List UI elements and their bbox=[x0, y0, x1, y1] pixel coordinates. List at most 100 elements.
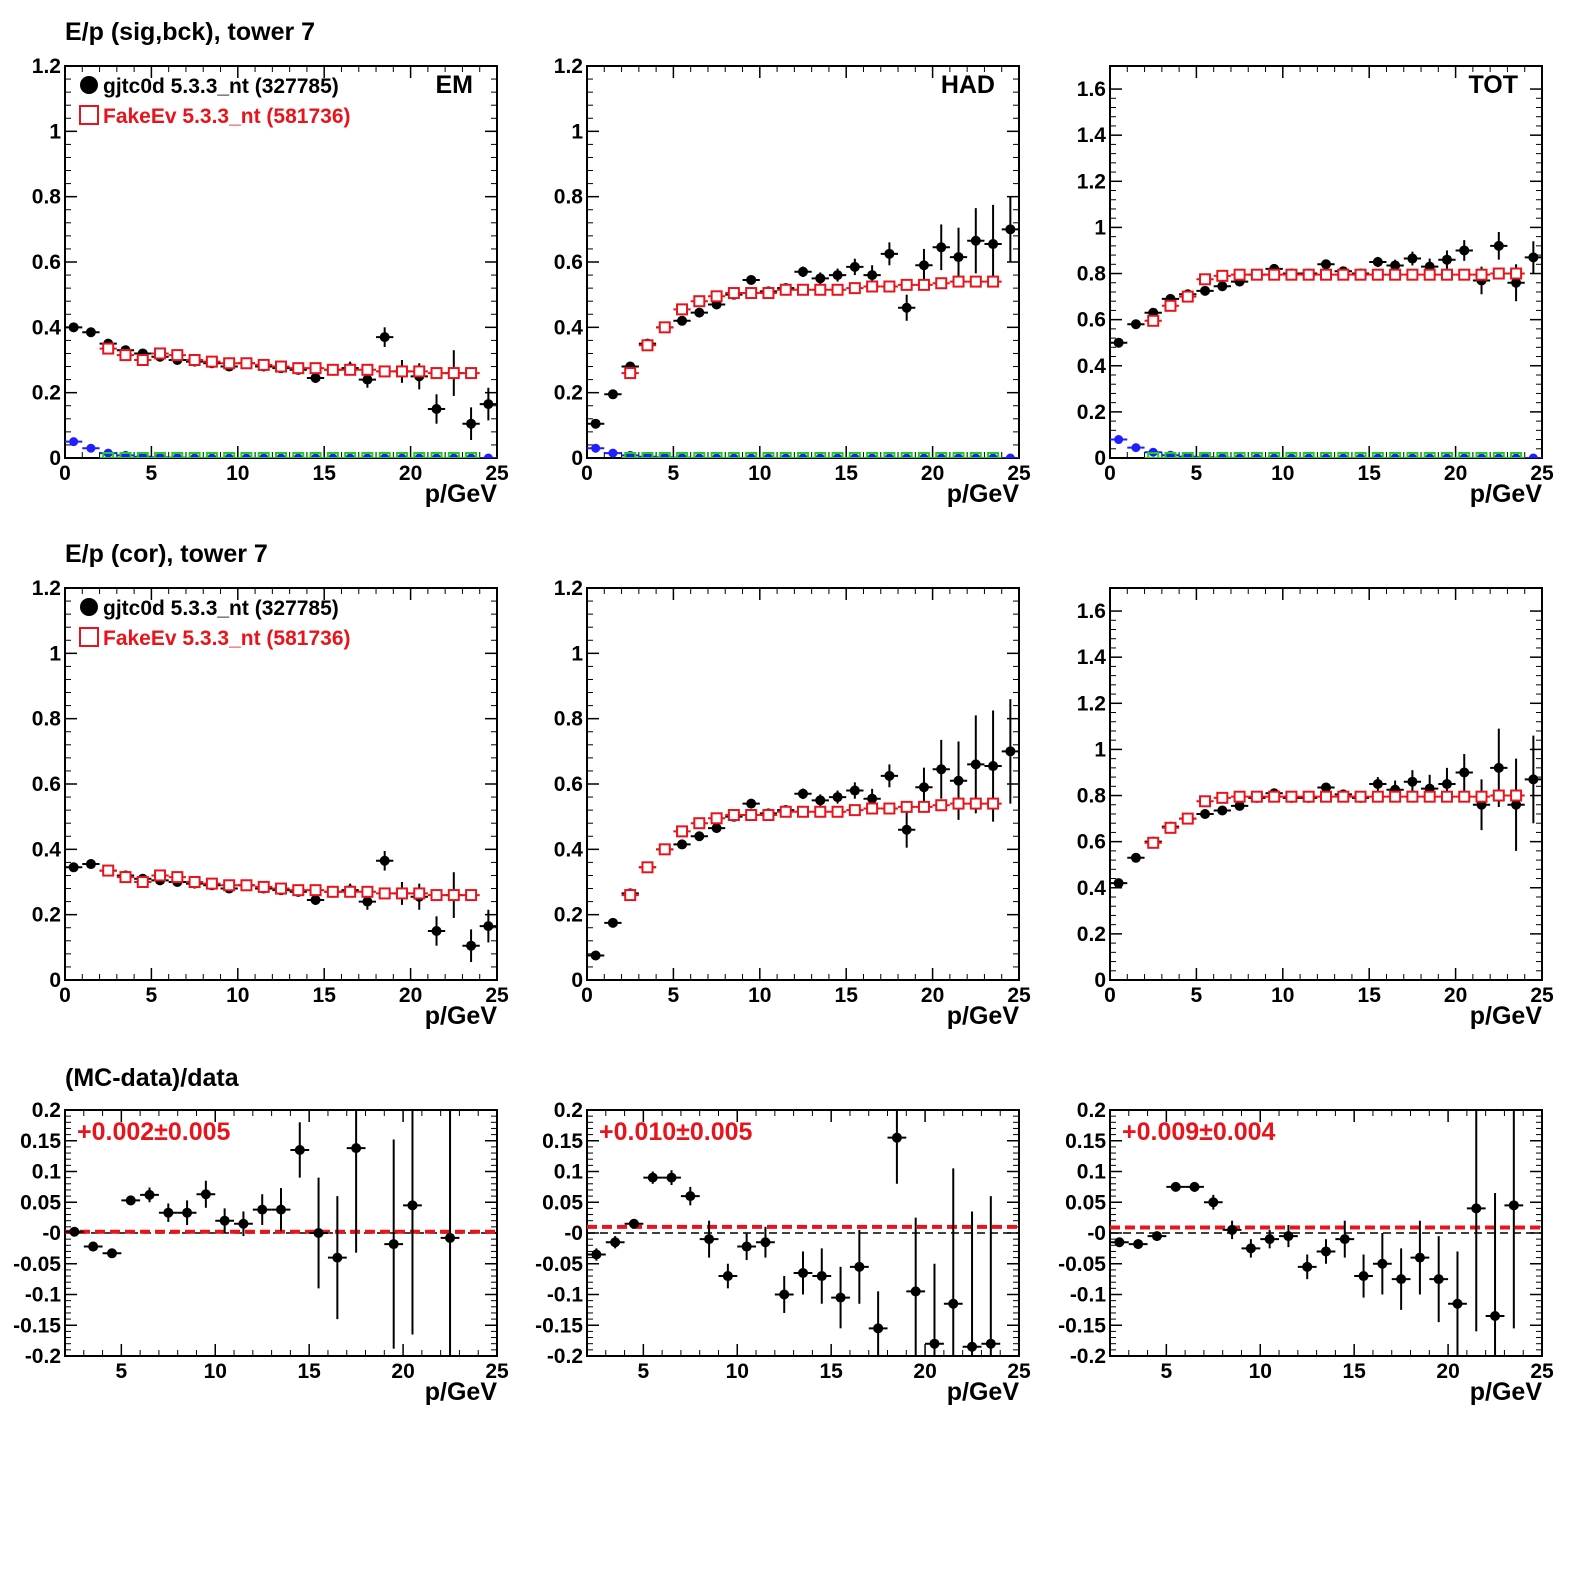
x-tick-label: 25 bbox=[1007, 462, 1031, 485]
x-tick-label: 0 bbox=[1104, 462, 1116, 485]
bck-mc-point bbox=[1371, 452, 1384, 458]
mc-point bbox=[1199, 273, 1212, 286]
mc-point bbox=[1475, 790, 1488, 803]
data-point bbox=[591, 1249, 602, 1260]
chart-panel-5: 0 5 10 15 20 25 0 0.2 0.4 0.6 0.8 1 1.2 1.4 1.6 p/GeV bbox=[1077, 587, 1554, 1030]
data-point bbox=[144, 1189, 155, 1200]
y-tick-label: 1.2 bbox=[32, 577, 61, 600]
mc-point bbox=[1510, 789, 1523, 802]
mc-point bbox=[1389, 790, 1402, 803]
mc-point bbox=[378, 887, 391, 900]
legend-data-label: gjtc0d 5.3.3_nt (327785) bbox=[103, 75, 339, 98]
data-point bbox=[362, 374, 373, 385]
data-point bbox=[760, 1237, 771, 1248]
mc-point bbox=[935, 799, 948, 812]
x-tick-label: 25 bbox=[1530, 462, 1554, 485]
mc-point bbox=[465, 889, 478, 902]
y-tick-label: 1.6 bbox=[1077, 78, 1106, 101]
x-axis-label: p/GeV bbox=[425, 1002, 498, 1030]
y-tick-label: 0.6 bbox=[32, 773, 61, 796]
mc-point bbox=[987, 797, 1000, 810]
mc-point bbox=[952, 797, 965, 810]
data-point bbox=[1490, 1311, 1501, 1322]
data-point bbox=[1005, 224, 1016, 235]
mc-point bbox=[952, 275, 965, 288]
x-tick-label: 10 bbox=[1249, 1360, 1272, 1383]
bck-mc-point bbox=[1147, 452, 1160, 458]
data-point bbox=[1114, 1237, 1125, 1248]
x-tick-label: 20 bbox=[921, 462, 944, 485]
y-tick-label: 0.2 bbox=[1077, 923, 1106, 946]
mc-point bbox=[1250, 790, 1263, 803]
mc-point bbox=[361, 885, 374, 898]
mc-point bbox=[1475, 268, 1488, 281]
y-tick-label: 0.1 bbox=[32, 1161, 62, 1184]
data-point bbox=[1151, 1231, 1162, 1242]
bck-mc-point bbox=[378, 452, 391, 458]
data-point bbox=[985, 1338, 996, 1349]
data-point bbox=[988, 239, 999, 250]
bck_data-point bbox=[397, 453, 407, 458]
bck_data-point bbox=[1269, 453, 1279, 458]
mc-point bbox=[1233, 268, 1246, 281]
data-point bbox=[1407, 776, 1418, 787]
bck_data-point bbox=[1321, 453, 1331, 458]
data-point bbox=[918, 782, 929, 793]
x-tick-label: 25 bbox=[485, 1360, 509, 1383]
x-tick-label: 5 bbox=[146, 462, 158, 485]
mc-point bbox=[223, 879, 236, 892]
y-tick-label: 0.1 bbox=[1077, 1161, 1107, 1184]
data-layer bbox=[587, 1110, 1001, 1356]
y-tick-label: 0.4 bbox=[1077, 877, 1107, 900]
mc-point bbox=[797, 805, 809, 818]
mc-point bbox=[969, 275, 982, 288]
bck_data-point bbox=[746, 453, 756, 458]
bck_data-point bbox=[483, 453, 493, 458]
mc-point bbox=[676, 825, 689, 838]
y-tick-label: 1.4 bbox=[1077, 124, 1107, 147]
data-point bbox=[1321, 259, 1331, 270]
mc-point bbox=[745, 809, 758, 822]
mc-point bbox=[814, 283, 827, 296]
bck_data-point bbox=[988, 453, 998, 458]
x-axis-label: p/GeV bbox=[1470, 1378, 1543, 1406]
y-tick-label: 1 bbox=[1094, 738, 1106, 761]
mc-point bbox=[205, 877, 218, 890]
y-tick-label: 0.6 bbox=[1077, 831, 1106, 854]
x-tick-label: 20 bbox=[399, 984, 422, 1007]
mc-point bbox=[136, 876, 149, 888]
data-point bbox=[1321, 782, 1331, 793]
data-point bbox=[988, 761, 999, 772]
panel-label: EM bbox=[436, 71, 474, 99]
row-title-ratio: (MC-data)/data bbox=[65, 1064, 239, 1092]
data-point bbox=[666, 1172, 677, 1183]
mc-point bbox=[1354, 790, 1367, 803]
x-tick-label: 15 bbox=[1358, 984, 1382, 1007]
data-point bbox=[1528, 774, 1539, 785]
bck-mc-point bbox=[1199, 452, 1212, 458]
data-point bbox=[590, 418, 601, 429]
x-tick-label: 0 bbox=[59, 462, 71, 485]
data-point bbox=[849, 785, 860, 796]
bck-mc-point bbox=[1268, 452, 1281, 458]
bck_data-point bbox=[954, 453, 964, 458]
data-layer bbox=[587, 699, 1019, 961]
bck-mc-point bbox=[1492, 452, 1505, 458]
data-point bbox=[590, 950, 601, 961]
mc-point bbox=[1164, 821, 1177, 834]
bck-mc-point bbox=[762, 452, 775, 458]
mc-point bbox=[1250, 268, 1263, 281]
data-point bbox=[276, 1204, 286, 1215]
data-point bbox=[901, 302, 912, 313]
legend-mc-marker bbox=[79, 105, 99, 125]
mc-point bbox=[275, 882, 287, 895]
data-point bbox=[1407, 253, 1418, 264]
legend-mc-label: FakeEv 5.3.3_nt (581736) bbox=[103, 105, 351, 128]
mc-point bbox=[292, 884, 305, 897]
mc-point bbox=[1440, 790, 1453, 803]
data-point bbox=[854, 1261, 865, 1272]
data-point bbox=[1358, 1271, 1369, 1282]
y-tick-label: 0.6 bbox=[32, 251, 61, 274]
